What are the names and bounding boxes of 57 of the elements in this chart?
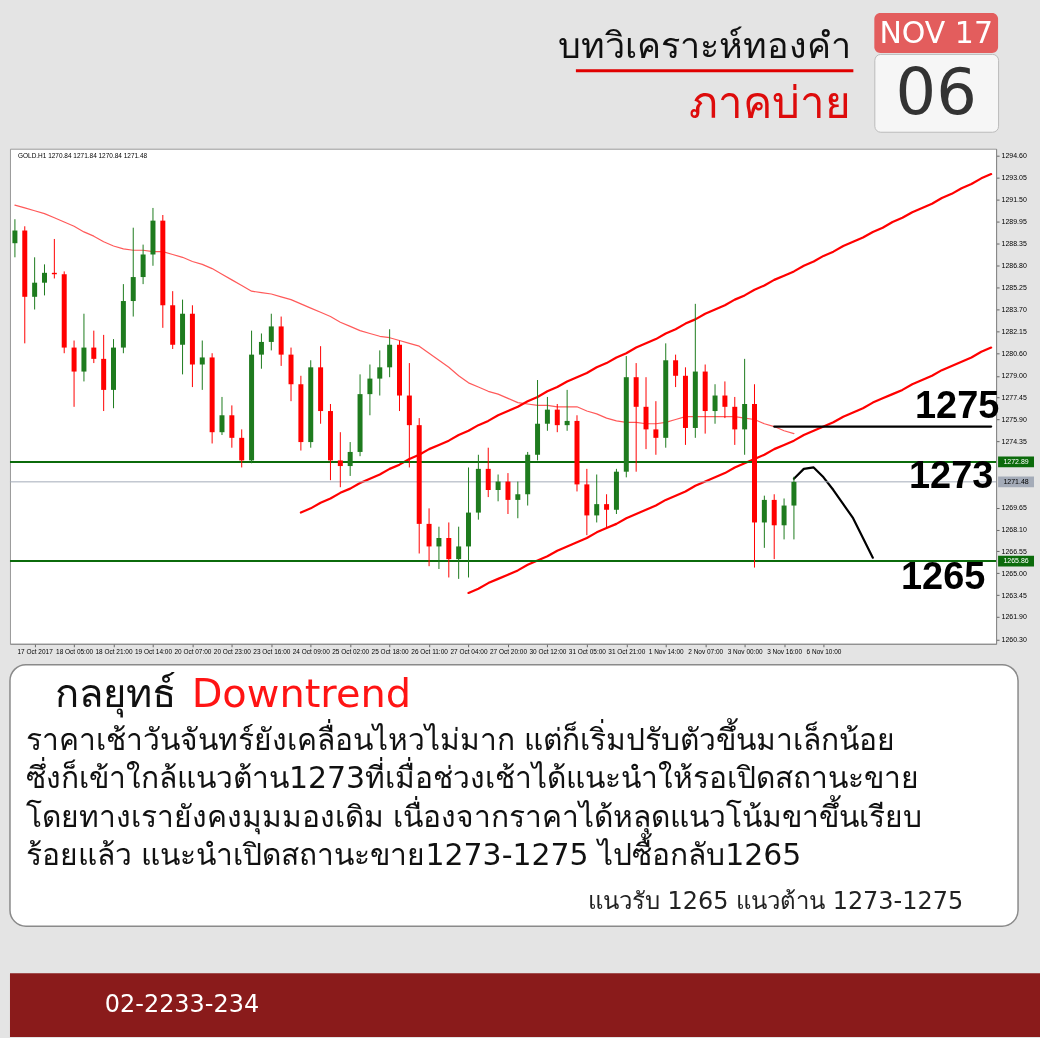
candlestick <box>722 380 728 419</box>
chart-title: บทวิเคราะห์ทองคำ <box>558 24 852 66</box>
line-series <box>14 204 795 435</box>
candlestick <box>199 340 205 391</box>
chart-subtitle: ภาคบ่าย <box>689 76 852 128</box>
text: ซึ่งก็เข้าใกล้แนวต้าน1273ที่เมื่อช่วงเช้าได้แนะนำให้รอเปิดสถานะขาย <box>25 757 920 796</box>
candlestick <box>673 354 679 388</box>
candlestick <box>505 472 511 515</box>
candlestick <box>781 497 787 540</box>
candlestick <box>594 474 600 523</box>
candlestick <box>564 389 570 432</box>
candlestick <box>130 227 136 318</box>
candlestick <box>495 474 501 502</box>
candlestick <box>732 396 738 446</box>
candlestick <box>71 340 77 408</box>
candlestick <box>367 364 373 416</box>
text: Downtrend <box>191 669 412 716</box>
candlestick <box>42 263 47 296</box>
candlestick <box>81 313 87 382</box>
annotation: 1265 <box>901 554 986 597</box>
candlestick <box>239 428 245 468</box>
candlestick <box>791 476 797 540</box>
candlestick <box>91 330 97 364</box>
candlestick <box>347 441 353 477</box>
candlestick <box>544 396 550 432</box>
text: ราคาเช้าวันจันทร์ยังเคลื่อนไหวไม่มาก แต่ก็เริ่มปรับตัวขึ้นมาเล็กน้อย <box>25 717 896 757</box>
text: แนวรับ 1265 แนวต้าน 1273-1275 <box>587 887 964 916</box>
text: 06 <box>895 54 977 129</box>
candlestick <box>446 521 452 578</box>
candlestick <box>761 495 767 549</box>
candlestick <box>219 396 225 436</box>
candlestick <box>140 244 146 285</box>
text: 02-2233-234 <box>104 990 260 1019</box>
candlestick <box>712 383 718 425</box>
candlestick <box>12 218 18 258</box>
text: NOV 17 <box>879 14 993 50</box>
annotation: 1275 <box>915 384 1000 427</box>
candlestick <box>258 332 264 370</box>
candlestick <box>643 376 649 450</box>
text: กลยุทธ์ <box>54 669 176 718</box>
candlestick <box>377 349 383 397</box>
candlestick <box>387 328 393 378</box>
candlestick <box>485 447 491 498</box>
candlestick <box>268 313 274 351</box>
candlestick <box>554 403 560 433</box>
candlestick <box>456 526 462 580</box>
candlestick <box>229 404 235 449</box>
annotation: 1273 <box>909 454 994 497</box>
candlestick <box>32 256 38 310</box>
candlestick <box>515 481 521 519</box>
text: โดยทางเรายังคงมุมมองเดิม เนื่องจากราคาได้หลุดแนวโน้มขาขึ้นเรียบ <box>25 795 923 836</box>
candlestick <box>436 526 442 570</box>
candlestick <box>337 431 343 488</box>
candlestick <box>426 507 432 567</box>
candlestick <box>653 400 659 456</box>
candlestick <box>604 493 610 529</box>
line-series <box>792 466 874 559</box>
